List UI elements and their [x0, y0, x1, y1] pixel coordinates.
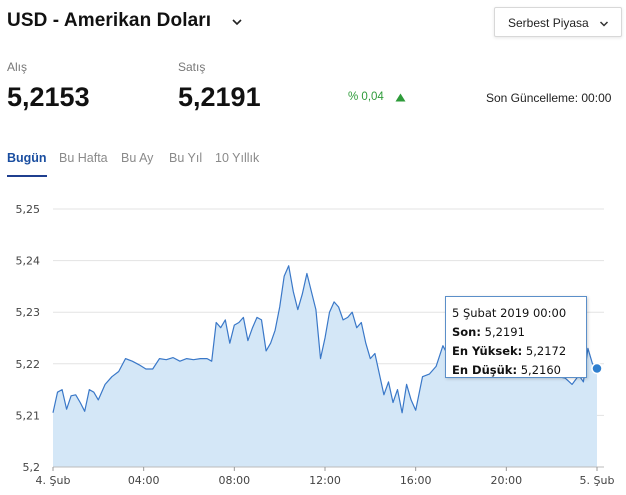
last-update: Son Güncelleme: 00:00	[486, 91, 612, 105]
tooltip-low-value: 5,2160	[520, 363, 561, 377]
tab-this-year[interactable]: Bu Yıl	[169, 151, 203, 165]
y-tick-label: 5,24	[16, 255, 41, 268]
x-tick-label: 4. Şub	[36, 474, 71, 487]
y-tick-label: 5,23	[16, 306, 41, 319]
tooltip-son-label: Son:	[452, 325, 481, 339]
change-percent: % 0,04	[348, 91, 384, 103]
sell-value: 5,2191	[178, 82, 261, 112]
tooltip-low-label: En Düşük:	[452, 363, 518, 377]
tooltip-high-label: En Yüksek:	[452, 344, 523, 358]
y-tick-label: 5,25	[16, 203, 41, 216]
tab-this-week[interactable]: Bu Hafta	[59, 151, 108, 165]
y-tick-label: 5,21	[16, 409, 41, 422]
chevron-down-icon[interactable]	[231, 16, 243, 28]
chevron-down-icon	[599, 21, 609, 27]
active-tab-indicator	[7, 175, 47, 177]
tab-this-month[interactable]: Bu Ay	[121, 151, 154, 165]
triangle-up-icon	[395, 93, 406, 102]
tab-today[interactable]: Bugün	[7, 151, 47, 165]
buy-label: Alış	[7, 60, 28, 74]
market-select-label: Serbest Piyasa	[508, 16, 589, 30]
market-select-dropdown[interactable]: Serbest Piyasa	[494, 7, 622, 37]
x-tick-label: 20:00	[490, 474, 522, 487]
y-tick-label: 5,2	[23, 461, 41, 474]
x-tick-label: 04:00	[128, 474, 160, 487]
tab-10-years[interactable]: 10 Yıllık	[215, 151, 260, 165]
sell-label: Satış	[178, 60, 206, 74]
x-tick-label: 12:00	[309, 474, 341, 487]
header-title: USD - Amerikan Doları	[7, 10, 212, 31]
x-tick-label: 08:00	[218, 474, 250, 487]
last-point-marker	[591, 362, 603, 375]
x-tick-label: 5. Şub	[580, 474, 615, 487]
tooltip-date: 5 Şubat 2019 00:00	[452, 306, 567, 320]
tooltip-high-value: 5,2172	[525, 344, 567, 358]
tooltip-son-value: 5,2191	[484, 325, 525, 339]
area-fill	[53, 265, 597, 467]
y-tick-label: 5,22	[16, 358, 41, 371]
buy-value: 5,2153	[7, 82, 90, 112]
chart-tooltip: 5 Şubat 2019 00:00 Son: 5,2191 En Yüksek…	[445, 296, 587, 378]
x-tick-label: 16:00	[400, 474, 432, 487]
